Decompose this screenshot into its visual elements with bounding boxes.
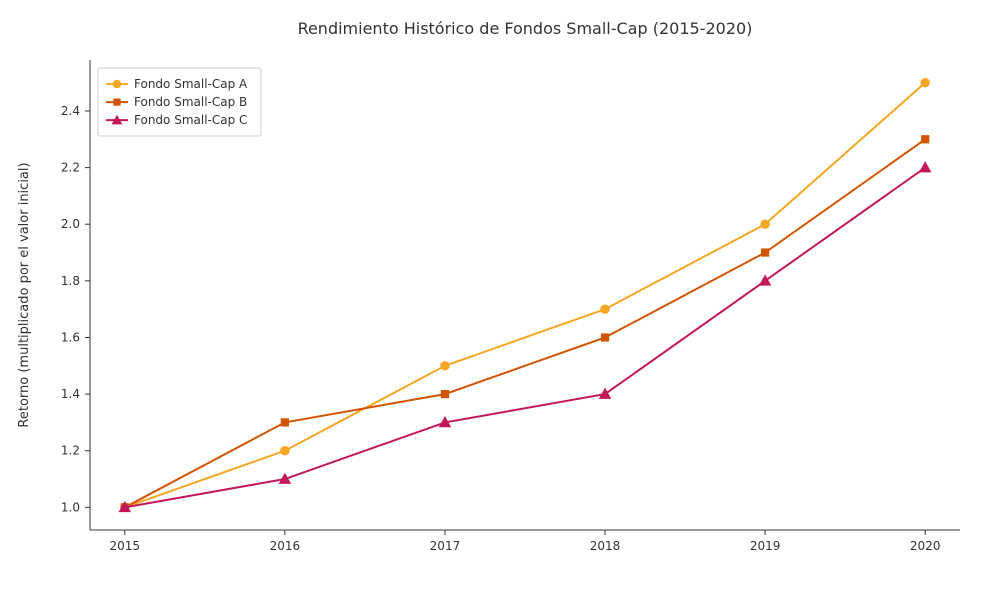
y-tick-label: 1.4 [61, 387, 80, 401]
chart-container: Rendimiento Histórico de Fondos Small-Ca… [0, 0, 1000, 600]
y-tick-label: 1.8 [61, 274, 80, 288]
legend-label: Fondo Small-Cap A [134, 77, 248, 91]
y-tick-label: 2.4 [61, 104, 80, 118]
legend-label: Fondo Small-Cap B [134, 95, 247, 109]
y-tick-label: 2.0 [61, 217, 80, 231]
x-tick-label: 2017 [430, 539, 461, 553]
x-ticks: 2015 2016 2017 2018 2019 2020 [110, 530, 941, 553]
series-line [125, 139, 925, 507]
x-tick-label: 2015 [110, 539, 141, 553]
series-group [119, 78, 930, 511]
legend-label: Fondo Small-Cap C [134, 113, 247, 127]
x-tick-label: 2016 [270, 539, 301, 553]
y-tick-label: 1.0 [61, 500, 80, 514]
chart-title: Rendimiento Histórico de Fondos Small-Ca… [298, 19, 753, 38]
line-chart: Rendimiento Histórico de Fondos Small-Ca… [0, 0, 1000, 600]
y-tick-label: 1.6 [61, 330, 80, 344]
x-tick-label: 2018 [590, 539, 621, 553]
legend: Fondo Small-Cap A Fondo Small-Cap B Fondo … [98, 68, 261, 136]
y-tick-label: 1.2 [61, 444, 80, 458]
x-tick-label: 2019 [750, 539, 781, 553]
x-tick-label: 2020 [910, 539, 941, 553]
y-ticks: 1.0 1.2 1.4 1.6 1.8 2.0 2.2 2.4 [61, 104, 90, 514]
y-axis-label: Retorno (multiplicado por el valor inici… [17, 162, 32, 427]
y-tick-label: 2.2 [61, 161, 80, 175]
